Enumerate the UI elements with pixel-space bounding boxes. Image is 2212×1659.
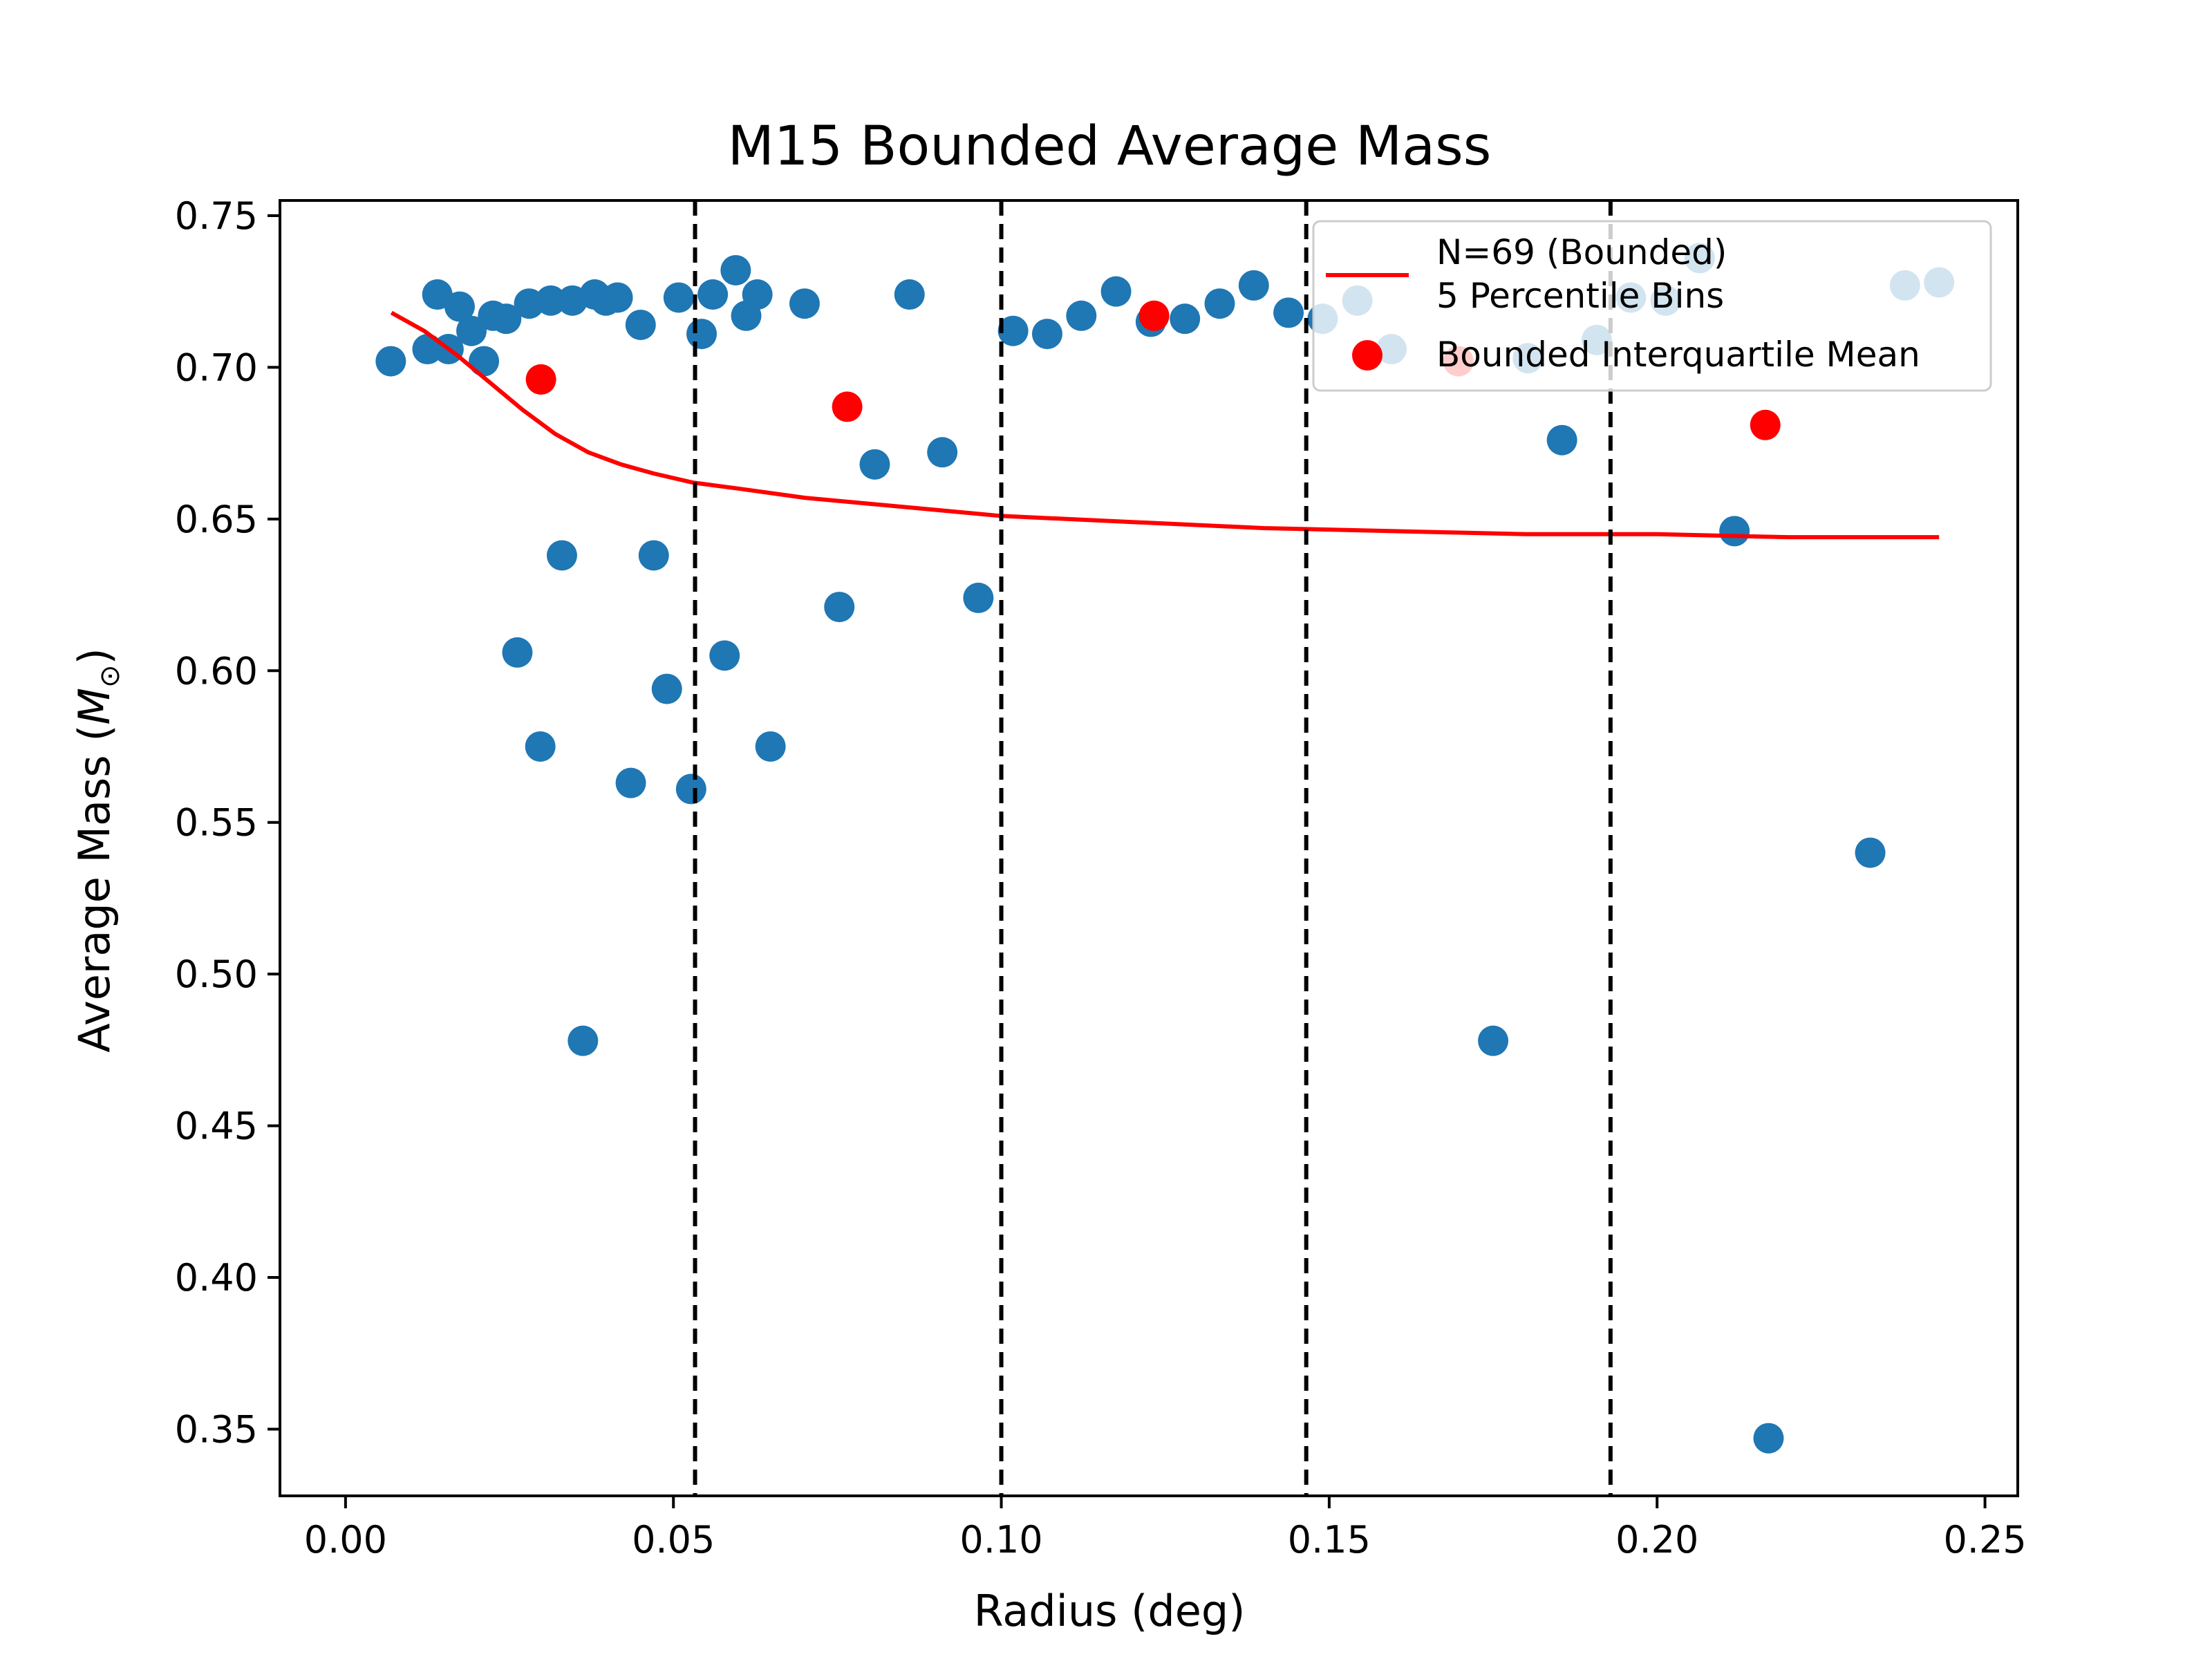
y-tick-label: 0.45 — [175, 1105, 258, 1148]
data-point — [375, 346, 406, 377]
data-point — [525, 731, 556, 762]
data-point — [535, 285, 566, 316]
y-axis-label-symbol: M — [69, 688, 120, 725]
data-point — [742, 279, 773, 310]
legend-line-label-2: 5 Percentile Bins — [1436, 276, 1724, 316]
data-point — [824, 592, 855, 623]
x-tick-label: 0.25 — [1943, 1518, 2026, 1562]
data-point — [1855, 837, 1886, 868]
x-axis-label: Radius (deg) — [974, 1586, 1246, 1636]
chart-title: M15 Bounded Average Mass — [728, 115, 1492, 178]
legend: N=69 (Bounded) 5 Percentile Bins Bounded… — [1312, 220, 1992, 392]
data-point — [859, 449, 890, 480]
data-point — [997, 315, 1029, 346]
data-point — [568, 1025, 599, 1056]
fit-curve — [390, 310, 1940, 540]
x-tick-label: 0.15 — [1288, 1518, 1371, 1562]
data-point — [1170, 303, 1201, 335]
data-point — [1273, 297, 1304, 328]
data-point — [502, 637, 533, 668]
axes: 0.00 0.05 0.10 0.15 0.20 0.25 0.35 0.40 0.45 0.50… — [175, 194, 2027, 1562]
data-point — [638, 540, 669, 571]
y-axis-label-main: Average Mass ( — [69, 724, 120, 1052]
data-point — [625, 309, 656, 340]
y-axis-label-close: ) — [69, 648, 120, 664]
data-point — [651, 673, 682, 704]
data-point — [444, 291, 475, 322]
iqm-point — [525, 364, 556, 395]
data-point — [755, 731, 786, 762]
legend-dot-swatch — [1352, 340, 1382, 371]
axes-frame — [279, 199, 2019, 1497]
iqm-point — [1138, 300, 1170, 331]
data-point — [1066, 300, 1097, 331]
data-point — [663, 282, 694, 313]
y-tick-label: 0.50 — [175, 953, 258, 996]
data-point — [709, 640, 740, 671]
x-tick-label: 0.05 — [632, 1518, 715, 1562]
data-point — [602, 282, 633, 313]
data-point — [686, 319, 718, 350]
data-point — [1100, 276, 1132, 307]
y-tick-label: 0.55 — [175, 801, 258, 845]
legend-dot-label: Bounded Interquartile Mean — [1436, 335, 1920, 375]
iqm-point — [832, 391, 863, 422]
data-point — [789, 288, 820, 319]
data-point — [927, 437, 958, 468]
data-point — [469, 346, 500, 377]
y-tick-label: 0.40 — [175, 1256, 258, 1300]
x-tick-label: 0.10 — [959, 1518, 1042, 1562]
data-point — [894, 279, 925, 310]
data-point — [546, 540, 577, 571]
x-tick-label: 0.00 — [304, 1518, 387, 1562]
y-tick-label: 0.75 — [175, 194, 258, 238]
data-point — [963, 582, 994, 613]
data-point — [1238, 270, 1269, 301]
data-point — [1753, 1423, 1784, 1454]
data-point — [422, 279, 453, 310]
data-point — [491, 303, 522, 335]
y-axis-label-subscript: ⊙ — [94, 664, 126, 688]
data-point — [675, 774, 706, 805]
y-tick-label: 0.60 — [175, 649, 258, 693]
data-point — [697, 279, 729, 310]
legend-line-label-1: N=69 (Bounded) — [1436, 232, 1727, 272]
data-point — [1546, 424, 1577, 456]
data-point — [1719, 516, 1750, 547]
y-tick-label: 0.70 — [175, 346, 258, 389]
data-point — [1204, 288, 1235, 319]
iqm-point — [1750, 409, 1781, 440]
y-axis-label: Average Mass (M⊙) — [69, 648, 126, 1053]
data-point — [615, 767, 646, 798]
data-point — [1031, 319, 1062, 350]
data-point — [1478, 1025, 1509, 1056]
y-tick-label: 0.65 — [175, 498, 258, 541]
y-tick-label: 0.35 — [175, 1407, 258, 1451]
data-point — [720, 254, 751, 285]
data-point — [456, 315, 487, 346]
x-tick-label: 0.20 — [1615, 1518, 1698, 1562]
legend-frame — [1312, 220, 1992, 392]
